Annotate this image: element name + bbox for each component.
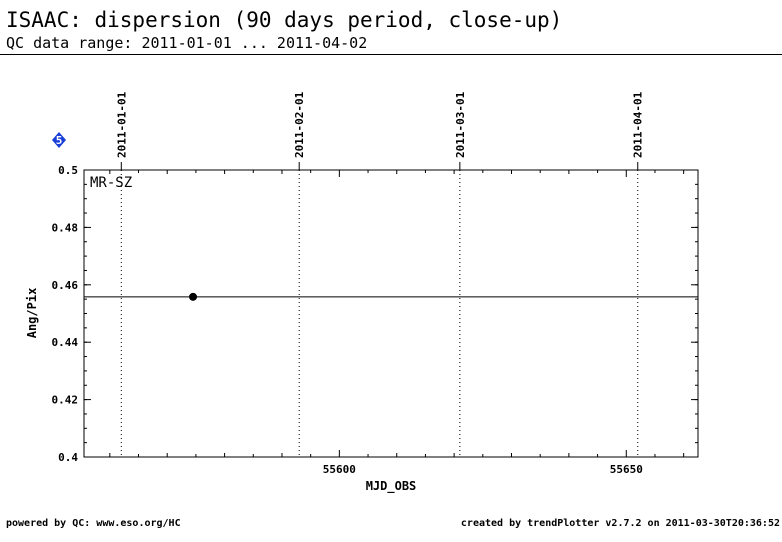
date-markers: 2011-01-01 2011-02-01 2011-03-01 2011-04-01	[115, 91, 645, 457]
footer-powered-by: powered by QC: www.eso.org/HC	[6, 518, 181, 529]
badge-diamond-icon	[52, 132, 66, 148]
plot-frame	[83, 169, 699, 458]
badge-label: 5	[56, 134, 63, 147]
data-point	[189, 292, 198, 301]
y-tick-label: 0.5	[58, 164, 78, 177]
page-subtitle: QC data range: 2011-01-01 ... 2011-04-02	[6, 34, 368, 52]
x-tick-label: 55650	[610, 463, 643, 476]
footer-created-by: created by trendPlotter v2.7.2 on 2011-0…	[460, 518, 780, 529]
y-tick-label: 0.4	[58, 451, 78, 464]
header-divider	[0, 54, 782, 55]
y-tick-label: 0.48	[52, 221, 79, 234]
x-axis-label: MJD_OBS	[366, 479, 417, 494]
y-tick-label: 0.46	[52, 279, 79, 292]
date-marker-label: 2011-03-01	[454, 91, 467, 158]
date-marker-label: 2011-01-01	[115, 91, 128, 158]
chart-annotation: MR-SZ	[90, 175, 132, 191]
date-marker-label: 2011-02-01	[293, 91, 306, 158]
x-tick-label: 55600	[323, 463, 356, 476]
data-points	[189, 292, 198, 301]
y-tick-label: 0.42	[52, 394, 79, 407]
series-badge: 5	[52, 132, 66, 148]
y-tick-label: 0.44	[52, 336, 79, 349]
page-title: ISAAC: dispersion (90 days period, close…	[6, 8, 563, 32]
axis-ticks: 0.4 0.42 0.44 0.46 0.48 0.5 55600 55650	[52, 164, 698, 476]
date-marker-label: 2011-04-01	[632, 91, 645, 158]
y-axis-label: Ang/Pix	[25, 288, 39, 339]
